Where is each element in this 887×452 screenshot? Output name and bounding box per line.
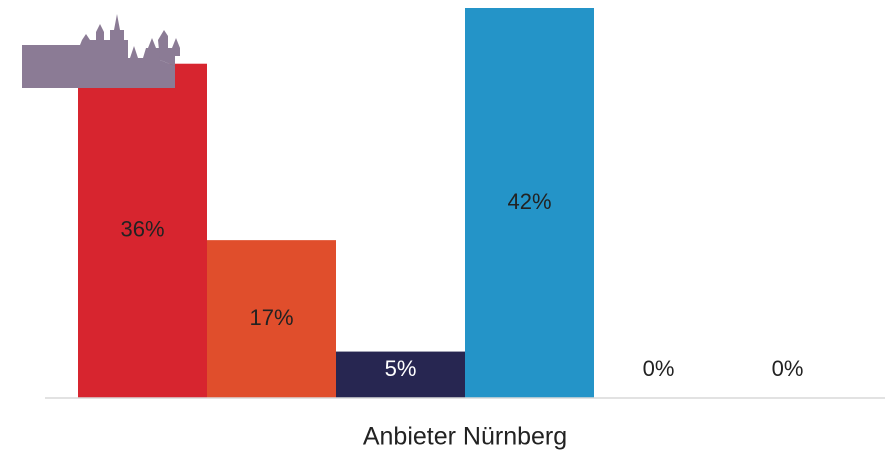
- value-label: 0%: [643, 356, 675, 381]
- x-tick-label: Anbieter Nürnberg: [363, 423, 567, 451]
- bar: [336, 351, 465, 398]
- value-label: 36%: [120, 217, 164, 242]
- bar: [207, 240, 336, 398]
- value-label: 42%: [507, 189, 551, 214]
- plot-area: [78, 8, 594, 398]
- bar: [78, 63, 207, 398]
- value-label: 5%: [385, 356, 417, 381]
- bar: [465, 8, 594, 398]
- value-label: 17%: [249, 305, 293, 330]
- value-label: 0%: [772, 356, 804, 381]
- castle-icon: [22, 14, 180, 88]
